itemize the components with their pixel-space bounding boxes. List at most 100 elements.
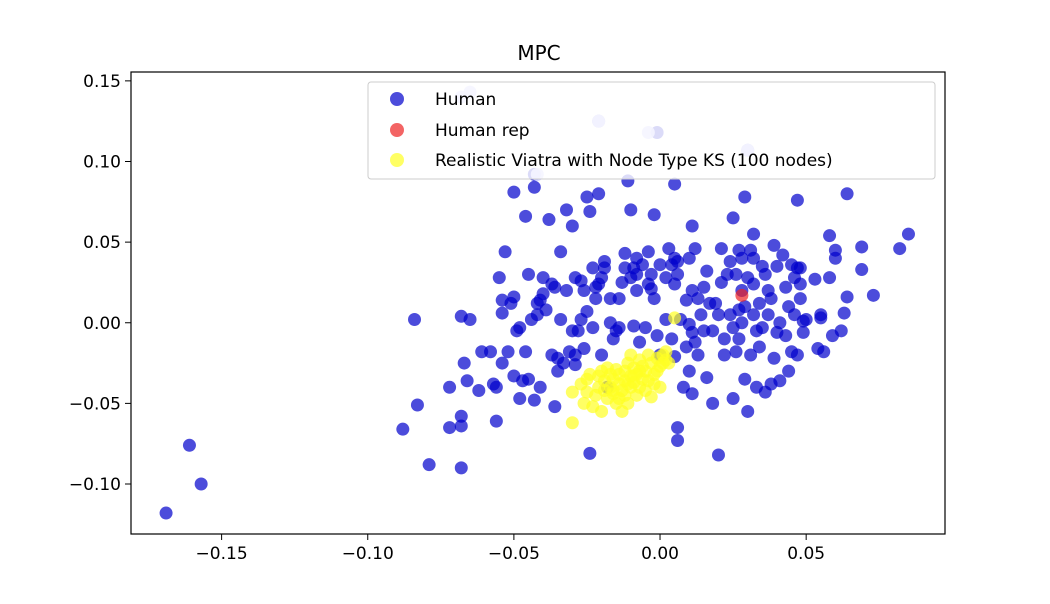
- human-point: [866, 288, 880, 302]
- human-point: [697, 280, 711, 294]
- legend-marker-human-rep: [390, 123, 404, 137]
- human-point: [714, 242, 728, 256]
- human-point: [586, 261, 600, 275]
- human-point: [408, 313, 422, 327]
- y-tick-label: −0.10: [69, 475, 121, 495]
- human-point: [761, 308, 775, 322]
- human-point: [814, 311, 828, 325]
- human-point: [767, 351, 781, 365]
- human-point: [653, 258, 667, 272]
- y-tick-label: 0.05: [83, 233, 121, 253]
- human-point: [679, 293, 693, 307]
- y-tick-label: 0.00: [83, 314, 121, 334]
- human-point: [489, 414, 503, 428]
- human-point: [855, 240, 869, 254]
- human-point: [723, 254, 737, 268]
- human-point: [779, 329, 793, 343]
- human-point: [747, 308, 761, 322]
- human-point: [548, 400, 562, 414]
- human-point: [633, 335, 647, 349]
- viatra-point: [612, 392, 626, 406]
- human-point: [577, 284, 591, 298]
- human-point: [782, 364, 796, 378]
- viatra-point: [633, 364, 647, 378]
- human-point: [630, 267, 644, 281]
- human-point: [592, 187, 606, 201]
- human-point: [735, 251, 749, 265]
- human-point: [828, 251, 842, 265]
- chart-title: MPC: [517, 41, 560, 65]
- human-point: [662, 242, 676, 256]
- human-point: [808, 272, 822, 286]
- human-point: [635, 258, 649, 272]
- human-point: [817, 345, 831, 359]
- human-point: [527, 180, 541, 194]
- human-point: [694, 308, 708, 322]
- viatra-point: [662, 356, 676, 370]
- human-point: [790, 348, 804, 362]
- human-point: [454, 461, 468, 475]
- human-point: [454, 409, 468, 423]
- plot-frame: [130, 71, 946, 535]
- human-point: [472, 383, 486, 397]
- legend-label-viatra: Realistic Viatra with Node Type KS (100 …: [435, 151, 833, 171]
- human-point: [823, 271, 837, 285]
- human-point: [726, 392, 740, 406]
- viatra-point: [595, 404, 609, 418]
- legend-marker-human: [390, 92, 404, 106]
- human-point: [460, 374, 474, 388]
- human-point: [709, 296, 723, 310]
- human-point: [738, 372, 752, 386]
- human-point: [790, 193, 804, 207]
- human-point: [758, 267, 772, 281]
- human-point: [744, 348, 758, 362]
- human-point: [793, 261, 807, 275]
- human-point: [519, 345, 533, 359]
- human-point: [752, 340, 766, 354]
- human-point: [507, 185, 521, 199]
- y-tick-label: 0.10: [83, 152, 121, 172]
- human-point: [533, 380, 547, 394]
- legend: Human Human rep Realistic Viatra with No…: [367, 81, 936, 180]
- human-point: [893, 242, 907, 256]
- viatra-point: [565, 416, 579, 430]
- human-point: [671, 433, 685, 447]
- human-rep-point: [735, 288, 749, 302]
- human-point: [568, 358, 582, 372]
- human-point: [700, 371, 714, 385]
- human-point: [595, 348, 609, 362]
- human-point: [717, 348, 731, 362]
- human-point: [589, 292, 603, 306]
- human-point: [513, 321, 527, 335]
- human-point: [501, 345, 515, 359]
- human-point: [747, 251, 761, 265]
- human-point: [457, 356, 471, 370]
- human-point: [671, 267, 685, 281]
- x-axis: −0.15 −0.10 −0.05 0.00 0.05: [196, 534, 825, 564]
- human-point: [747, 277, 761, 291]
- x-tick-label: 0.05: [787, 544, 825, 564]
- human-point: [650, 329, 664, 343]
- human-point: [688, 242, 702, 256]
- human-point: [700, 264, 714, 278]
- human-point: [685, 387, 699, 401]
- legend-marker-viatra: [390, 153, 404, 167]
- viatra-point: [653, 380, 667, 394]
- human-point: [542, 213, 556, 227]
- human-point: [194, 477, 208, 491]
- human-point: [665, 332, 679, 346]
- human-point: [580, 304, 594, 318]
- human-point: [668, 177, 682, 191]
- human-point: [834, 324, 848, 338]
- human-point: [554, 245, 568, 259]
- human-point: [498, 245, 512, 259]
- human-point: [443, 380, 457, 394]
- human-point: [767, 238, 781, 252]
- human-point: [422, 458, 436, 472]
- human-point: [776, 248, 790, 262]
- human-point: [711, 308, 725, 322]
- human-point: [901, 227, 915, 241]
- human-point: [559, 284, 573, 298]
